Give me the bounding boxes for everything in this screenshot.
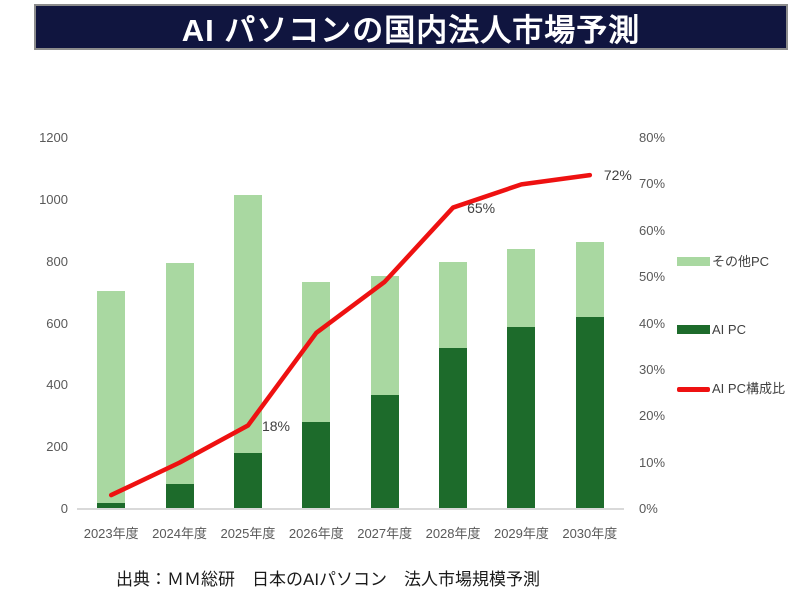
y-axis-left-tick-label: 400: [46, 377, 68, 393]
line-data-label: 72%: [603, 167, 632, 184]
y-axis-right-tick-label: 30%: [639, 361, 666, 377]
y-axis-left-tick-label: 1000: [39, 191, 68, 207]
y-axis-right-tick-label: 0%: [639, 501, 658, 516]
bar-other-pc-segment: [97, 291, 126, 503]
x-axis-tick-label: 2026年度: [288, 526, 344, 541]
y-axis-right-tick-label: 80%: [639, 130, 666, 145]
y-axis-left-tick-label: 0: [60, 501, 68, 516]
legend-other-pc-swatch-icon: [677, 257, 710, 266]
bar-other-pc-segment: [575, 241, 604, 318]
y-axis-left-tick-label: 200: [46, 439, 68, 455]
source-note: 出典：ＭＭ総研 日本のAIパソコン 法人市場規模予測: [116, 570, 541, 589]
x-axis-tick-label: 2028年度: [425, 526, 481, 541]
legend-item-label: その他PC: [712, 254, 770, 269]
bar-other-pc-segment: [370, 275, 399, 395]
bar-ai-pc-segment: [575, 317, 604, 509]
bar-ai-pc-segment: [439, 348, 468, 509]
page-title: AI パソコンの国内法人市場予測: [181, 12, 641, 48]
legend-item-label: AI PC: [712, 322, 746, 337]
bar-other-pc-segment: [507, 249, 536, 327]
bar-ai-pc-segment: [97, 502, 126, 509]
x-axis-tick-label: 2029年度: [493, 526, 549, 541]
x-axis-tick-label: 2027年度: [357, 526, 413, 541]
y-axis-right-tick-label: 10%: [639, 454, 666, 470]
bar-ai-pc-segment: [165, 484, 194, 509]
x-axis-tick-label: 2023年度: [83, 526, 139, 541]
bar-other-pc-segment: [439, 261, 468, 349]
y-axis-right-tick-label: 20%: [639, 408, 666, 424]
y-axis-left-tick-label: 600: [46, 315, 68, 331]
x-axis-tick-label: 2025年度: [220, 526, 276, 541]
y-axis-right-tick-label: 40%: [639, 315, 666, 331]
x-axis-tick-label: 2030年度: [562, 526, 618, 541]
y-axis-left-tick-label: 800: [46, 253, 68, 269]
legend-ai-pc-swatch-icon: [677, 325, 710, 334]
y-axis-right-tick-label: 60%: [639, 222, 666, 238]
bar-ai-pc-segment: [302, 422, 331, 509]
bar-other-pc-segment: [165, 263, 194, 485]
bar-ai-pc-segment: [233, 453, 262, 509]
legend-item-label: AI PC構成比: [712, 381, 785, 396]
bar-other-pc-segment: [233, 195, 262, 454]
legend-ratio-line-icon: [677, 387, 710, 392]
title-banner: AI パソコンの国内法人市場予測: [34, 4, 788, 50]
bar-ai-pc-segment: [507, 326, 536, 509]
y-axis-right-tick-label: 50%: [639, 269, 666, 285]
bar-ai-pc-segment: [370, 394, 399, 509]
x-axis-line: [77, 508, 624, 510]
line-data-label: 18%: [261, 417, 290, 434]
x-axis-tick-label: 2024年度: [152, 526, 208, 541]
line-data-label: 65%: [467, 199, 496, 216]
y-axis-right-tick-label: 70%: [639, 176, 666, 192]
bar-other-pc-segment: [302, 281, 331, 423]
y-axis-left-tick-label: 1200: [39, 130, 68, 145]
